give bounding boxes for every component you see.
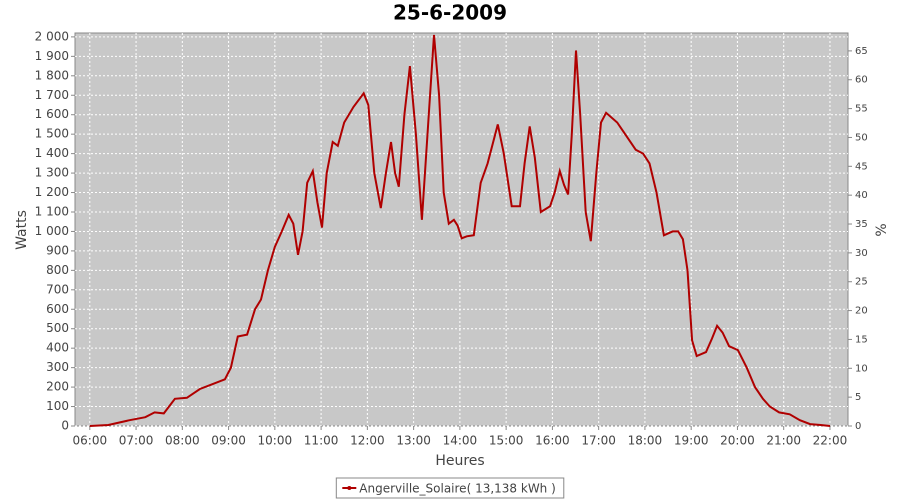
series-line [89,34,831,427]
y-tick-label: 1 800 [35,68,69,82]
y-tick-label: 100 [46,399,69,413]
x-tick-label: 11:00 [304,434,339,448]
legend-label: Angerville_Solaire( 13,138 kWh ) [359,482,555,496]
y-axis-label: Watts [14,210,30,250]
y2-tick-label: 15 [855,334,868,345]
y2-tick-label: 65 [855,46,868,57]
y2-tick-label: 60 [855,75,868,86]
y-tick-label: 800 [46,263,69,277]
y-tick-label: 700 [46,282,69,296]
y2-tick-label: 30 [855,248,868,259]
x-axis-label: Heures [435,453,484,469]
x-tick-label: 08:00 [165,434,200,448]
legend: Angerville_Solaire( 13,138 kWh ) [335,477,565,499]
y2-tick-label: 25 [855,277,868,288]
x-tick-label: 14:00 [443,434,478,448]
x-tick-label: 21:00 [766,434,801,448]
y2-axis-label: % [874,223,890,236]
y2-tick-label: 5 [855,392,861,403]
x-tick-label: 20:00 [720,434,755,448]
y-tick-label: 1 100 [35,204,69,218]
legend-box [335,477,565,499]
y-tick-label: 600 [46,302,69,316]
x-tick-label: 12:00 [350,434,385,448]
y-tick-label: 1 600 [35,107,69,121]
y-tick-label: 300 [46,360,69,374]
y-tick-label: 900 [46,243,69,257]
y-tick-label: 1 700 [35,88,69,102]
y-tick-label: 1 500 [35,127,69,141]
y2-tick-label: 45 [855,161,868,172]
chart-title: 25-6-2009 [393,1,507,25]
y-tick-label: 1 900 [35,49,69,63]
y-tick-label: 500 [46,321,69,335]
y2-tick-label: 20 [855,306,868,317]
plot-area [74,32,849,427]
x-tick-label: 09:00 [211,434,246,448]
x-tick-label: 16:00 [535,434,570,448]
y2-tick-label: 55 [855,104,868,115]
y-tick-label: 400 [46,341,69,355]
x-tick-label: 07:00 [119,434,154,448]
y2-tick-label: 50 [855,132,868,143]
x-tick-label: 13:00 [396,434,431,448]
y2-tick-label: 0 [855,421,861,432]
y-tick-label: 200 [46,380,69,394]
legend-marker [347,486,352,490]
y2-tick-label: 40 [855,190,868,201]
y-tick-label: 1 200 [35,185,69,199]
x-tick-label: 17:00 [581,434,616,448]
x-tick-label: 18:00 [628,434,663,448]
x-tick-label: 10:00 [258,434,293,448]
x-tick-label: 19:00 [674,434,709,448]
y-tick-label: 1 300 [35,166,69,180]
y-tick-label: 0 [61,419,69,433]
y-tick-label: 2 000 [35,29,69,43]
x-tick-label: 06:00 [73,434,108,448]
x-tick-label: 15:00 [489,434,524,448]
y-tick-label: 1 000 [35,224,69,238]
y2-tick-label: 10 [855,363,868,374]
x-tick-label: 22:00 [813,434,848,448]
y-tick-label: 1 400 [35,146,69,160]
y2-tick-label: 35 [855,219,868,230]
